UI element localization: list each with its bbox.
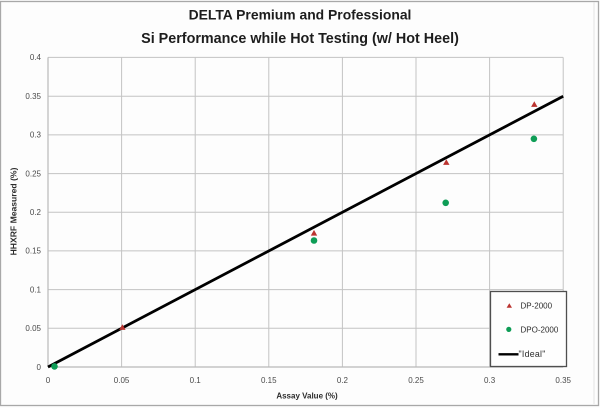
svg-text:0.05: 0.05	[25, 324, 41, 333]
svg-text:0.1: 0.1	[190, 376, 202, 385]
svg-text:0.35: 0.35	[25, 92, 41, 101]
svg-text:DPO-2000: DPO-2000	[521, 325, 559, 334]
svg-text:0.3: 0.3	[484, 376, 496, 385]
svg-text:0.15: 0.15	[25, 247, 41, 256]
svg-text:0: 0	[37, 363, 42, 372]
svg-text:DP-2000: DP-2000	[521, 301, 553, 310]
svg-text:0.4: 0.4	[30, 53, 42, 62]
svg-text:Si Performance while Hot Testi: Si Performance while Hot Testing (w/ Hot…	[141, 31, 459, 47]
svg-text:0.25: 0.25	[408, 376, 424, 385]
svg-text:HHXRF Measured (%): HHXRF Measured (%)	[9, 167, 19, 255]
svg-text:DELTA Premium and Professional: DELTA Premium and Professional	[189, 7, 412, 23]
svg-text:Assay Value (%): Assay Value (%)	[276, 392, 338, 401]
svg-text:0.05: 0.05	[114, 376, 130, 385]
svg-text:0.2: 0.2	[337, 376, 349, 385]
svg-text:"Ideal": "Ideal"	[519, 349, 546, 359]
svg-text:0.35: 0.35	[555, 376, 571, 385]
svg-text:0.2: 0.2	[30, 208, 42, 217]
svg-text:0.3: 0.3	[30, 131, 42, 140]
svg-text:0.1: 0.1	[30, 285, 42, 294]
svg-text:0.25: 0.25	[25, 169, 41, 178]
svg-text:0.15: 0.15	[261, 376, 277, 385]
svg-text:0: 0	[46, 376, 51, 385]
